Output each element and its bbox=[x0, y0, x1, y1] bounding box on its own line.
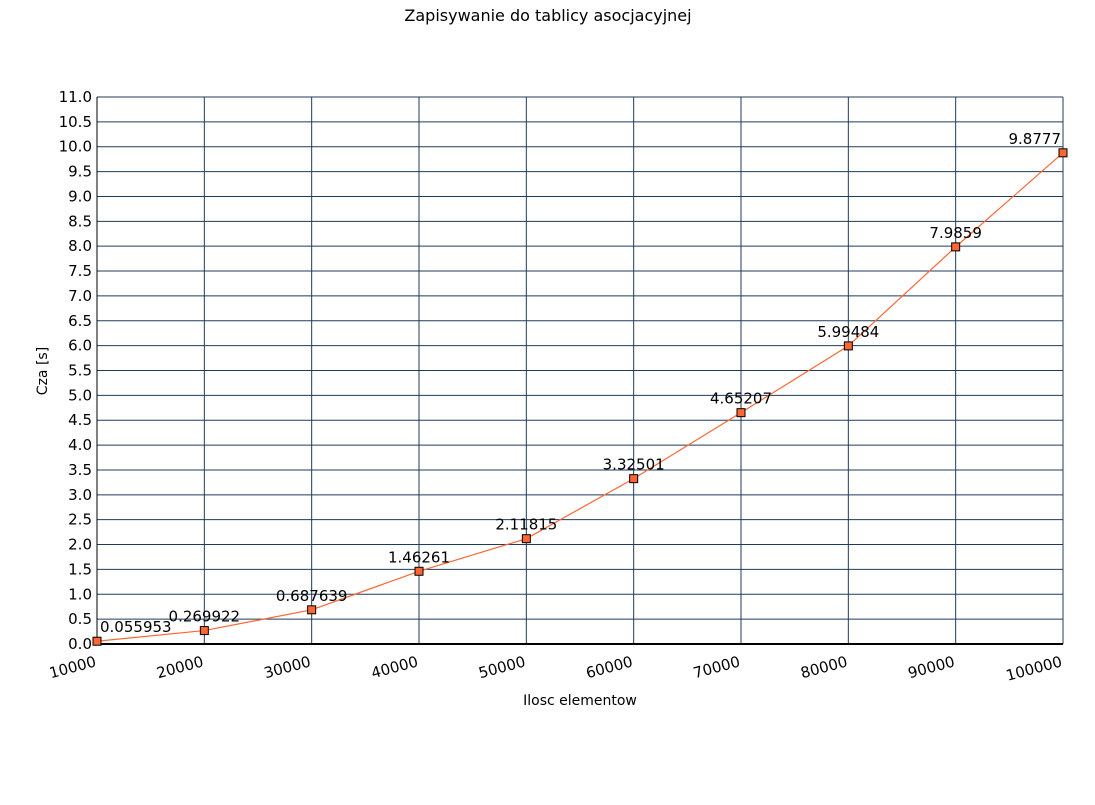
x-tick-label: 50000 bbox=[477, 652, 528, 682]
y-tick-label: 8.0 bbox=[68, 237, 92, 255]
data-label: 9.8777 bbox=[1009, 130, 1062, 148]
y-tick-label: 6.0 bbox=[68, 337, 92, 355]
y-tick-label: 9.5 bbox=[68, 163, 92, 181]
series-line bbox=[96, 152, 1064, 642]
y-tick-label: 0.0 bbox=[68, 635, 92, 653]
x-tick-label: 30000 bbox=[262, 652, 313, 682]
data-label: 0.055953 bbox=[100, 618, 172, 636]
data-point bbox=[951, 242, 961, 252]
data-point bbox=[414, 566, 424, 576]
y-tick-label: 5.5 bbox=[68, 362, 92, 380]
grid bbox=[97, 96, 1064, 644]
x-tick-label: 40000 bbox=[369, 652, 420, 682]
data-point bbox=[307, 605, 317, 615]
x-axis-label: Ilosc elementow bbox=[523, 693, 637, 709]
data-label: 4.65207 bbox=[710, 390, 772, 408]
y-tick-label: 2.0 bbox=[68, 536, 92, 554]
y-tick-label: 10.5 bbox=[59, 113, 92, 131]
data-point bbox=[1058, 148, 1068, 158]
x-tick-label: 70000 bbox=[691, 652, 742, 682]
data-label: 7.9859 bbox=[929, 224, 982, 242]
y-tick-label: 10.0 bbox=[59, 138, 92, 156]
y-tick-label: 4.5 bbox=[68, 411, 92, 429]
data-point bbox=[199, 626, 209, 636]
series bbox=[92, 148, 1068, 646]
x-tick-labels: 10000 20000 30000 40000 50000 60000 70000 80000… bbox=[47, 652, 1064, 684]
data-point bbox=[521, 534, 531, 544]
x-tick-label: 100000 bbox=[1004, 652, 1064, 684]
x-tick-label: 80000 bbox=[799, 652, 850, 682]
y-tick-label: 7.5 bbox=[68, 262, 92, 280]
y-tick-label: 4.0 bbox=[68, 436, 92, 454]
y-tick-label: 3.5 bbox=[68, 461, 92, 479]
data-point bbox=[843, 341, 853, 351]
y-tick-labels: 0.0 0.5 1.0 1.5 2.0 2.5 3.0 3.5 4.0 4.5 5.0 5.5 6.0 6… bbox=[59, 88, 92, 653]
chart-title: Zapisywanie do tablicy asocjacyjnej bbox=[404, 6, 691, 25]
y-tick-label: 9.0 bbox=[68, 187, 92, 205]
y-tick-label: 8.5 bbox=[68, 212, 92, 230]
y-tick-label: 2.5 bbox=[68, 511, 92, 529]
y-axis-label: Cza [s] bbox=[35, 347, 51, 395]
y-tick-label: 1.0 bbox=[68, 585, 92, 603]
y-tick-label: 11.0 bbox=[59, 88, 92, 106]
data-point bbox=[629, 474, 639, 484]
x-tick-label: 20000 bbox=[155, 652, 206, 682]
data-label: 2.11815 bbox=[495, 516, 557, 534]
x-tick-label: 90000 bbox=[906, 652, 957, 682]
x-tick-label: 60000 bbox=[584, 652, 635, 682]
data-label: 0.687639 bbox=[276, 587, 348, 605]
data-point bbox=[92, 636, 102, 646]
y-tick-label: 3.0 bbox=[68, 486, 92, 504]
data-point bbox=[736, 408, 746, 418]
y-tick-label: 7.0 bbox=[68, 287, 92, 305]
data-label: 1.46261 bbox=[388, 548, 450, 566]
y-tick-label: 0.5 bbox=[68, 610, 92, 628]
data-label: 0.269922 bbox=[169, 608, 241, 626]
axes bbox=[96, 97, 1063, 645]
y-tick-label: 6.5 bbox=[68, 312, 92, 330]
data-label: 5.99484 bbox=[817, 323, 879, 341]
y-tick-label: 1.5 bbox=[68, 560, 92, 578]
x-tick-label: 10000 bbox=[47, 652, 98, 682]
data-label: 3.32501 bbox=[603, 456, 665, 474]
y-tick-label: 5.0 bbox=[68, 386, 92, 404]
